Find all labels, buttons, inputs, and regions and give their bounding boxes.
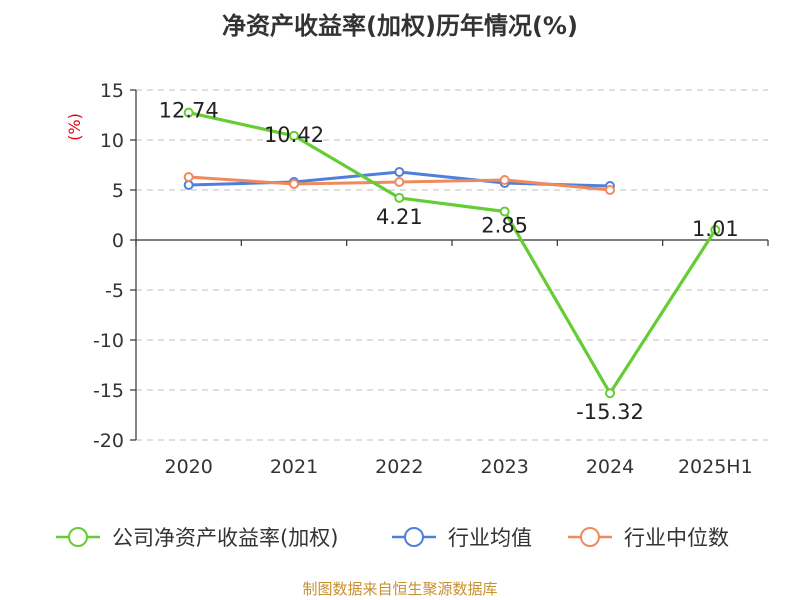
data-label-1: 10.42 bbox=[264, 123, 324, 147]
legend: 公司净资产收益率(加权) 行业均值 行业中位数 bbox=[56, 526, 729, 550]
legend-label-0: 公司净资产收益率(加权) bbox=[112, 526, 338, 550]
series-line-0 bbox=[187, 110, 717, 395]
series-2-point-2 bbox=[394, 177, 405, 187]
x-tick-label-3: 2023 bbox=[480, 456, 528, 478]
y-tick-label-1: 10 bbox=[100, 130, 124, 152]
data-label-5: 1.01 bbox=[692, 217, 739, 241]
x-tick-label-1: 2021 bbox=[270, 456, 318, 478]
series-0-point-1 bbox=[289, 130, 299, 141]
y-tick-label-0: 15 bbox=[100, 80, 124, 102]
tick-labels: 15 10 5 0 -5 -10 -15 -20 2020 2021 2022 2023 2024 202… bbox=[93, 80, 753, 478]
y-tick-label-2: 5 bbox=[112, 180, 124, 202]
series-1-point-2 bbox=[394, 167, 405, 177]
x-tick-label-2: 2022 bbox=[375, 456, 423, 478]
legend-marker-2 bbox=[580, 527, 600, 547]
axes bbox=[130, 89, 769, 441]
series-2-point-3 bbox=[499, 175, 510, 185]
y-tick-label-7: -20 bbox=[93, 430, 124, 452]
data-label-2: 4.21 bbox=[376, 205, 423, 229]
chart-title: 净资产收益率(加权)历年情况(%) bbox=[222, 12, 578, 40]
x-tick-label-4: 2024 bbox=[586, 456, 634, 478]
data-label-4: -15.32 bbox=[576, 400, 644, 424]
y-tick-label-3: 0 bbox=[112, 230, 124, 252]
legend-label-1: 行业均值 bbox=[448, 526, 532, 550]
data-label-3: 2.85 bbox=[481, 214, 528, 238]
y-axis-label: (%) bbox=[65, 113, 84, 141]
series-0-point-4 bbox=[605, 388, 615, 399]
series-2-point-0 bbox=[183, 172, 194, 182]
y-tick-label-6: -15 bbox=[93, 380, 124, 402]
y-tick-label-4: -5 bbox=[105, 280, 124, 302]
series-0-point-5 bbox=[710, 224, 721, 235]
x-tick-label-5: 2025H1 bbox=[678, 456, 753, 478]
legend-label-2: 行业中位数 bbox=[624, 526, 729, 550]
series-lines bbox=[183, 107, 721, 399]
x-tick-label-0: 2020 bbox=[164, 456, 212, 478]
series-0-point-2 bbox=[394, 192, 405, 203]
series-2-point-4 bbox=[605, 185, 615, 195]
series-0-point-0 bbox=[183, 107, 194, 118]
data-labels: 12.74 10.42 4.21 2.85 -15.32 1.01 bbox=[159, 99, 739, 425]
source-note: 制图数据来自恒生聚源数据库 bbox=[302, 580, 497, 598]
legend-marker-1 bbox=[404, 527, 424, 547]
series-2-point-1 bbox=[289, 179, 299, 189]
legend-marker-0 bbox=[68, 527, 88, 547]
data-label-0: 12.74 bbox=[159, 99, 219, 123]
series-0-point-3 bbox=[499, 206, 510, 217]
series-1-point-0 bbox=[183, 180, 194, 190]
y-tick-label-5: -10 bbox=[93, 330, 124, 352]
grid-lines bbox=[136, 89, 768, 441]
